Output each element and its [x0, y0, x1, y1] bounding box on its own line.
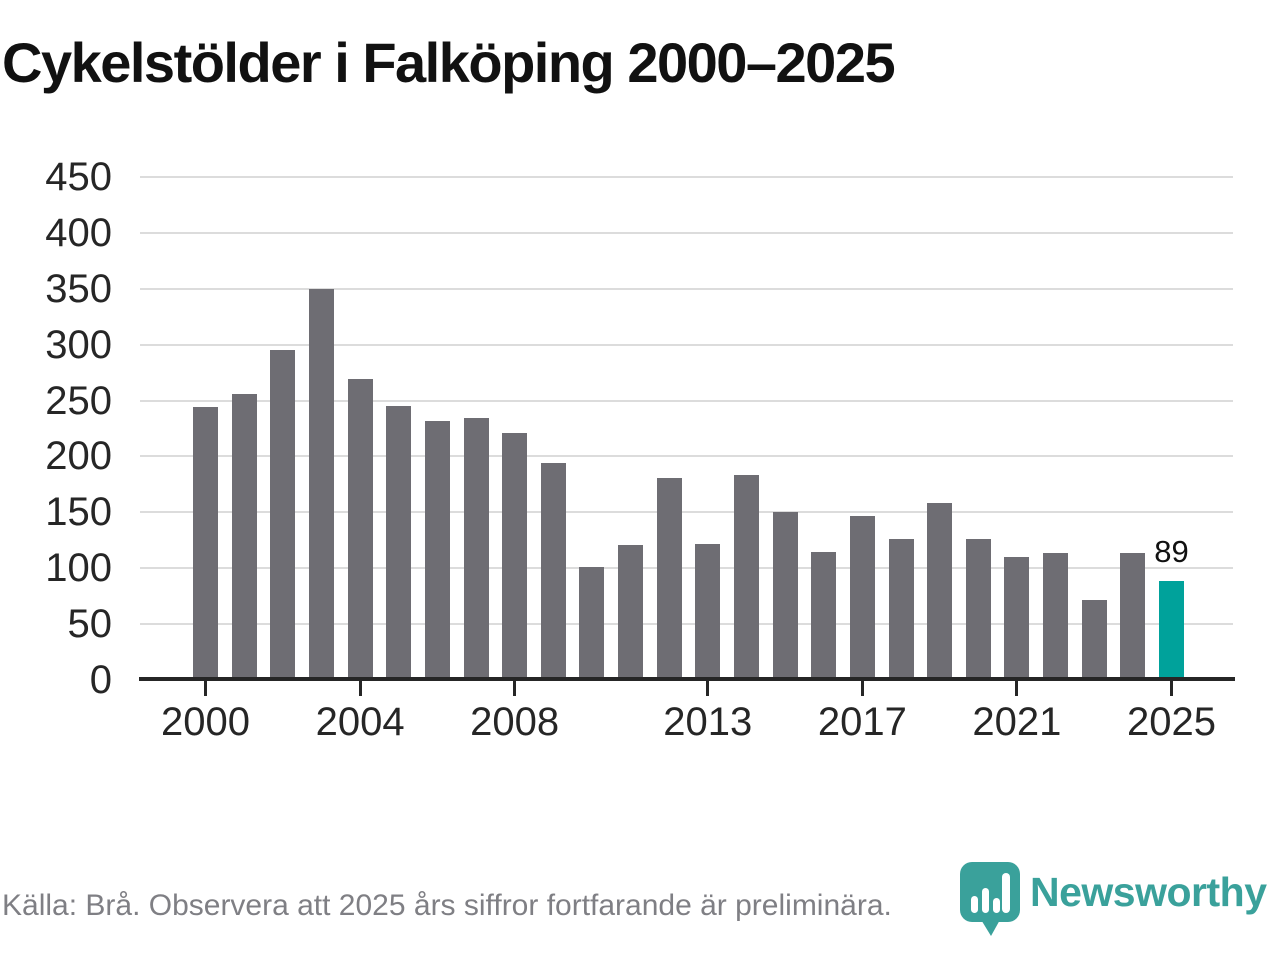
bar-2023	[1081, 599, 1107, 680]
x-tick-2004	[358, 681, 362, 696]
x-axis-label-2000: 2000	[161, 700, 250, 744]
bar-2006	[424, 420, 450, 680]
y-axis-label-400: 400	[45, 210, 112, 255]
newsworthy-logo: Newsworthy	[958, 860, 1267, 936]
x-axis-label-2025: 2025	[1127, 700, 1216, 744]
source-note: Källa: Brå. Observera att 2025 års siffr…	[2, 889, 892, 922]
y-axis-label-450: 450	[45, 155, 112, 199]
gridline-450	[140, 176, 1233, 178]
bar-2003	[308, 288, 334, 680]
gridline-50	[140, 623, 1233, 626]
y-axis-label-250: 250	[45, 378, 112, 423]
x-tick-2000	[204, 681, 207, 696]
bar-2013	[695, 543, 721, 680]
y-axis-label-200: 200	[45, 434, 112, 479]
chart-title: Cykelstölder i Falköping 2000–2025	[2, 31, 896, 94]
y-axis-label-50: 50	[67, 602, 113, 647]
bar-2021	[1004, 557, 1030, 680]
bar-2000	[193, 407, 218, 680]
bar-2009	[540, 463, 566, 680]
y-axis-label-300: 300	[45, 322, 112, 367]
bar-2022	[1043, 552, 1069, 680]
gridline-150	[140, 511, 1233, 514]
gridline-300	[140, 343, 1233, 346]
bar-2015	[772, 512, 798, 680]
bar-2017	[849, 515, 875, 680]
y-axis-label-150: 150	[45, 490, 112, 535]
x-tick-2021	[1015, 681, 1019, 696]
bar-2019	[927, 503, 953, 680]
bar-2011	[618, 544, 643, 680]
y-axis-label-100: 100	[45, 546, 112, 591]
y-axis-label-350: 350	[45, 266, 112, 311]
x-tick-2017	[860, 681, 864, 696]
x-axis-label-2017: 2017	[817, 700, 907, 744]
x-tick-2013	[706, 681, 710, 696]
gridline-350	[140, 287, 1233, 290]
bar-2012	[656, 477, 682, 680]
bar-2016	[811, 551, 837, 680]
bar-2004	[347, 379, 373, 680]
gridline-100	[140, 567, 1233, 570]
x-axis-label-2004: 2004	[315, 700, 405, 744]
x-axis-label-2008: 2008	[470, 700, 560, 744]
bar-chart-pin-icon	[960, 862, 1020, 936]
gridline-250	[140, 399, 1233, 402]
bar-2020	[965, 539, 991, 680]
bar-2001	[231, 393, 257, 680]
bar-2010	[579, 567, 605, 680]
bar-2014	[734, 475, 759, 680]
bar-2018	[888, 539, 914, 680]
bar-value-label: 89	[1154, 533, 1189, 569]
x-tick-2008	[513, 681, 517, 696]
x-axis-label-2013: 2013	[663, 700, 753, 744]
bar-2024	[1120, 552, 1146, 680]
x-axis-label-2021: 2021	[972, 700, 1062, 744]
bar-2007	[463, 418, 489, 680]
bar-2025	[1159, 580, 1184, 680]
bar-2005	[386, 406, 412, 680]
x-axis-line	[139, 677, 1235, 681]
bar-2002	[270, 350, 296, 680]
logo-wordmark: Newsworthy	[1030, 869, 1267, 915]
gridline-200	[140, 455, 1233, 458]
y-axis-label-0: 0	[89, 658, 112, 702]
bar-2008	[502, 433, 528, 680]
x-tick-2025	[1170, 681, 1173, 696]
gridline-400	[140, 231, 1233, 234]
